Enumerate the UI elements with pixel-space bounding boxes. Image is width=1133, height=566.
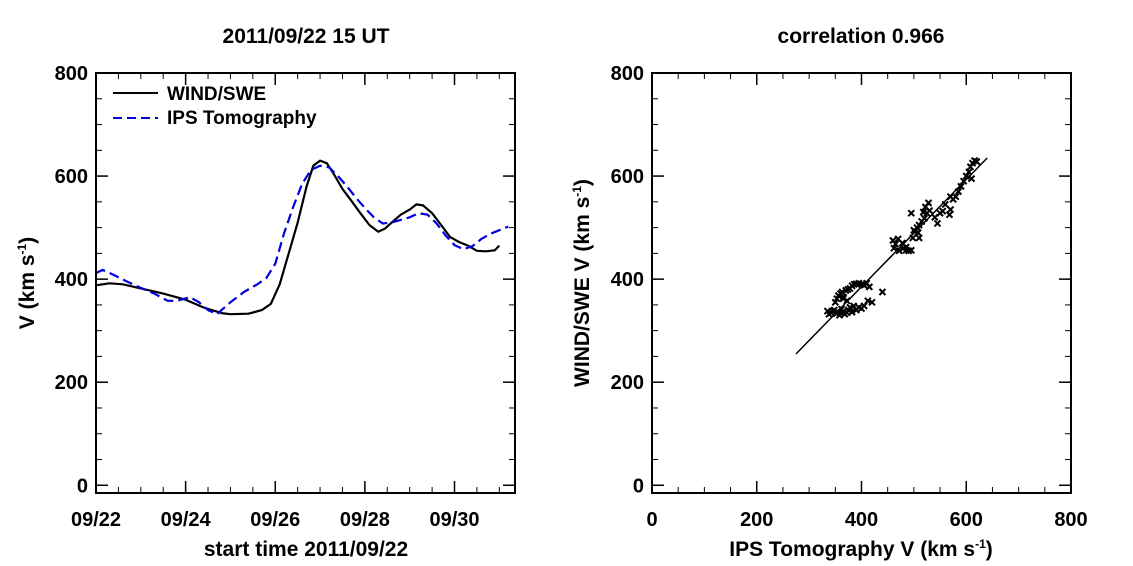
scatter-point bbox=[915, 234, 923, 242]
time-series-x-axis-label: start time 2011/09/22 bbox=[204, 538, 408, 561]
scatter-point bbox=[849, 302, 858, 310]
time-series-x-tick-label: 09/28 bbox=[340, 509, 390, 531]
scatter-x-tick-labels: 0 200 400 600 800 bbox=[646, 509, 1087, 531]
scatter-point bbox=[865, 283, 874, 291]
scatter-y-axis-label-sup: -1 bbox=[570, 186, 584, 197]
scatter-point bbox=[938, 207, 947, 215]
time-series-y-axis-label-sup: -1 bbox=[15, 243, 29, 254]
scatter-point bbox=[890, 244, 898, 252]
scatter-x-axis-label-tail: ) bbox=[986, 538, 993, 561]
scatter-point bbox=[919, 208, 928, 216]
scatter-point bbox=[907, 209, 915, 217]
scatter-plot-area bbox=[651, 72, 1072, 493]
scatter-point bbox=[868, 298, 876, 307]
scatter-y-axis-label-main: WIND/SWE V (km s bbox=[571, 197, 594, 387]
time-series-y-tick-label: 800 bbox=[55, 63, 88, 85]
legend-label-wind-swe: WIND/SWE bbox=[167, 84, 266, 105]
scatter-point bbox=[830, 306, 838, 314]
scatter-y-axis-label-tail: ) bbox=[571, 179, 594, 186]
scatter-point bbox=[973, 157, 981, 166]
scatter-point bbox=[924, 199, 933, 207]
scatter-panel: correlation 0.966 0 200 400 600 800 0 200 400 6… bbox=[570, 25, 1088, 561]
scatter-point bbox=[909, 234, 917, 242]
scatter-point bbox=[848, 308, 856, 316]
series-line-wind-swe bbox=[95, 159, 501, 316]
time-series-y-tick-label: 600 bbox=[55, 166, 88, 188]
scatter-point bbox=[957, 182, 965, 191]
time-series-y-axis-label: V (km s-1) bbox=[15, 237, 39, 329]
scatter-point bbox=[967, 174, 976, 183]
scatter-x-tick-label: 200 bbox=[740, 509, 773, 531]
scatter-point bbox=[946, 205, 955, 214]
scatter-y-tick-label: 600 bbox=[611, 166, 644, 188]
scatter-point bbox=[933, 219, 942, 228]
scatter-point bbox=[907, 246, 915, 254]
time-series-x-tick-labels: 09/22 09/24 09/26 09/28 09/30 bbox=[71, 509, 480, 531]
scatter-y-axis-label: WIND/SWE V (km s-1) bbox=[570, 179, 594, 387]
scatter-point bbox=[839, 295, 847, 303]
scatter-point bbox=[954, 187, 963, 196]
scatter-x-tick-label: 0 bbox=[646, 509, 657, 531]
scatter-y-tick-labels: 0 200 400 600 800 bbox=[611, 63, 644, 497]
scatter-point bbox=[959, 177, 968, 185]
scatter-y-tick-label: 800 bbox=[611, 63, 644, 85]
time-series-y-axis-label-main: V (km s bbox=[16, 254, 39, 329]
scatter-point bbox=[843, 297, 851, 305]
scatter-point bbox=[962, 172, 970, 180]
time-series-y-tick-label: 0 bbox=[77, 475, 88, 497]
fit-line bbox=[795, 157, 988, 355]
legend-label-ips-tomography: IPS Tomography bbox=[167, 108, 317, 129]
scatter-point bbox=[945, 211, 954, 219]
time-series-panel: 2011/09/22 15 UT 09/22 09/24 09/26 09/28 09/… bbox=[15, 25, 516, 561]
scatter-point bbox=[895, 247, 903, 255]
time-series-y-tick-labels: 0 200 400 600 800 bbox=[55, 63, 88, 497]
time-series-x-tick-label: 09/22 bbox=[71, 509, 121, 531]
time-series-x-tick-label: 09/26 bbox=[250, 509, 300, 531]
scatter-point bbox=[966, 163, 975, 171]
time-series-y-axis-label-tail: ) bbox=[16, 237, 39, 244]
scatter-point bbox=[891, 240, 900, 248]
scatter-point bbox=[860, 302, 868, 310]
scatter-x-tick-label: 600 bbox=[950, 509, 983, 531]
scatter-point bbox=[910, 226, 918, 234]
time-series-y-tick-label: 200 bbox=[55, 372, 88, 394]
scatter-x-tick-label: 400 bbox=[845, 509, 878, 531]
time-series-plot-area bbox=[95, 72, 515, 493]
scatter-x-axis-label: IPS Tomography V (km s-1) bbox=[729, 537, 993, 561]
time-series-title: 2011/09/22 15 UT bbox=[223, 25, 390, 48]
scatter-point bbox=[878, 288, 887, 296]
scatter-x-axis-label-sup: -1 bbox=[975, 537, 986, 551]
scatter-point bbox=[914, 229, 922, 237]
scatter-x-tick-label: 800 bbox=[1054, 509, 1087, 531]
scatter-y-tick-label: 0 bbox=[633, 475, 644, 497]
time-series-x-tick-label: 09/24 bbox=[161, 509, 212, 531]
scatter-frame bbox=[651, 72, 1072, 494]
scatter-title: correlation 0.966 bbox=[778, 25, 945, 48]
scatter-point bbox=[941, 200, 950, 209]
time-series-x-tick-label: 09/30 bbox=[429, 509, 479, 531]
scatter-x-axis-label-main: IPS Tomography V (km s bbox=[729, 538, 975, 561]
legend: WIND/SWE IPS Tomography bbox=[113, 84, 317, 129]
time-series-frame bbox=[95, 72, 516, 494]
scatter-y-tick-label: 200 bbox=[611, 372, 644, 394]
scatter-point bbox=[920, 214, 929, 223]
scatter-point bbox=[965, 168, 973, 176]
time-series-y-tick-label: 400 bbox=[55, 269, 88, 291]
scatter-y-tick-label: 400 bbox=[611, 269, 644, 291]
series-line-ips-tomography bbox=[95, 164, 509, 316]
scatter-point bbox=[946, 192, 955, 201]
scatter-point bbox=[902, 243, 910, 251]
